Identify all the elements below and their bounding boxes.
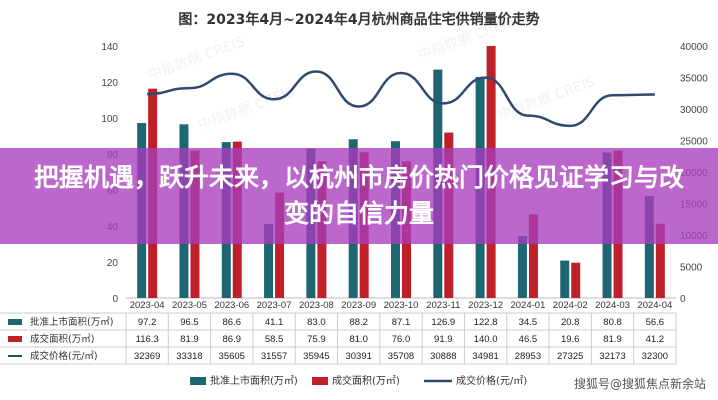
price-line — [147, 70, 655, 128]
table-cell: 81.9 — [603, 334, 622, 345]
table-cell: 87.1 — [392, 317, 411, 328]
table-cell: 122.8 — [474, 317, 498, 328]
table-cell: 27325 — [557, 351, 583, 362]
y-right-tick-label: 5000 — [680, 263, 703, 274]
y-right-tick-label: 40000 — [680, 42, 708, 53]
table-row-label: 成交价格(元/㎡) — [30, 350, 98, 362]
x-tick-label: 2023-10 — [384, 300, 419, 311]
chart-watermark: 中指数据 CREIS — [496, 74, 597, 124]
table-cell: 81.0 — [349, 334, 368, 345]
y-left-tick-label: 0 — [112, 294, 118, 305]
table-cell: 56.6 — [646, 317, 665, 328]
source-watermark: 搜狐号@搜狐焦点新余站 — [573, 377, 706, 391]
bar-supply — [644, 196, 654, 298]
table-cell: 20.8 — [561, 317, 580, 328]
x-tick-label: 2023-12 — [468, 300, 503, 311]
y-right-tick-label: 35000 — [680, 74, 708, 85]
x-tick-label: 2024-01 — [510, 300, 545, 311]
table-cell: 30888 — [430, 351, 456, 362]
table-cell: 86.9 — [223, 334, 242, 345]
table-cell: 19.6 — [561, 334, 580, 345]
table-cell: 46.5 — [519, 334, 538, 345]
table-cell: 96.5 — [180, 317, 199, 328]
table-cell: 30391 — [345, 351, 371, 362]
table-cell: 80.8 — [603, 317, 622, 328]
chart-title: 图：2023年4月~2024年4月杭州商品住宅供销量价走势 — [178, 11, 539, 28]
x-tick-label: 2023-09 — [341, 300, 376, 311]
table-cell: 35605 — [219, 351, 245, 362]
table-cell: 41.2 — [646, 334, 665, 345]
bar-supply — [517, 235, 527, 298]
x-tick-label: 2023-04 — [130, 300, 165, 311]
legend-label: 成交面积(万㎡) — [332, 374, 400, 387]
y-left-tick-label: 100 — [101, 114, 118, 125]
table-legend-swatch — [8, 336, 22, 342]
table-cell: 35945 — [303, 351, 329, 362]
x-tick-label: 2023-11 — [426, 300, 460, 311]
bar-supply — [264, 224, 274, 298]
table-cell: 126.9 — [431, 317, 455, 328]
table-cell: 41.1 — [265, 317, 284, 328]
table-cell: 31557 — [261, 351, 287, 362]
table-cell: 34.5 — [519, 317, 538, 328]
y-left-tick-label: 20 — [107, 258, 119, 269]
table-cell: 140.0 — [474, 334, 498, 345]
table-cell: 32300 — [642, 351, 668, 362]
table-legend-swatch — [8, 319, 22, 325]
banner-title: 把握机遇，跃升未来，以杭州市房价热门价格见证学习与改变的自信力量 — [33, 163, 684, 228]
x-tick-label: 2023-08 — [299, 300, 334, 311]
legend-swatch — [312, 377, 328, 385]
table-cell: 81.9 — [180, 334, 199, 345]
x-tick-label: 2024-04 — [637, 300, 672, 311]
bar-sales — [571, 262, 581, 298]
table-cell: 75.9 — [307, 334, 326, 345]
y-left-tick-label: 120 — [101, 78, 118, 89]
table-cell: 91.9 — [434, 334, 453, 345]
x-tick-label: 2023-06 — [214, 300, 249, 311]
y-left-tick-label: 140 — [101, 42, 118, 53]
table-row-label: 成交面积(万㎡) — [30, 333, 94, 345]
x-tick-label: 2024-02 — [553, 300, 588, 311]
y-right-tick-label: 0 — [680, 294, 686, 305]
bar-sales — [655, 223, 665, 298]
table-cell: 33318 — [176, 351, 202, 362]
x-tick-label: 2023-05 — [172, 300, 207, 311]
bar-sales — [275, 192, 285, 298]
chart-watermark: 中指数据 CREIS — [146, 34, 247, 84]
x-tick-label: 2023-07 — [257, 300, 292, 311]
table-cell: 34981 — [472, 351, 498, 362]
table-cell: 32173 — [599, 351, 625, 362]
table-cell: 88.2 — [349, 317, 368, 328]
table-cell: 35708 — [388, 351, 414, 362]
table-cell: 76.0 — [392, 334, 411, 345]
y-right-tick-label: 25000 — [680, 137, 708, 148]
bar-supply — [560, 260, 570, 298]
bar-sales — [528, 214, 538, 298]
table-cell: 83.0 — [307, 317, 326, 328]
table-cell: 116.3 — [136, 334, 159, 345]
legend-label: 成交价格(元/㎡) — [456, 374, 527, 387]
x-tick-label: 2024-03 — [595, 300, 630, 311]
y-right-tick-label: 30000 — [680, 105, 708, 116]
table-cell: 32369 — [134, 351, 160, 362]
table-cell: 58.5 — [265, 334, 284, 345]
table-row-label: 批准上市面积(万㎡) — [30, 316, 113, 328]
overlay-banner: 把握机遇，跃升未来，以杭州市房价热门价格见证学习与改变的自信力量 — [0, 148, 718, 244]
legend-label: 批准上市面积(万㎡) — [210, 374, 298, 387]
chart-watermark: 中指数据 CREIS — [196, 84, 297, 134]
table-cell: 28953 — [515, 351, 541, 362]
table-cell: 86.6 — [223, 317, 242, 328]
table-cell: 97.2 — [138, 317, 157, 328]
legend-swatch — [190, 377, 206, 385]
